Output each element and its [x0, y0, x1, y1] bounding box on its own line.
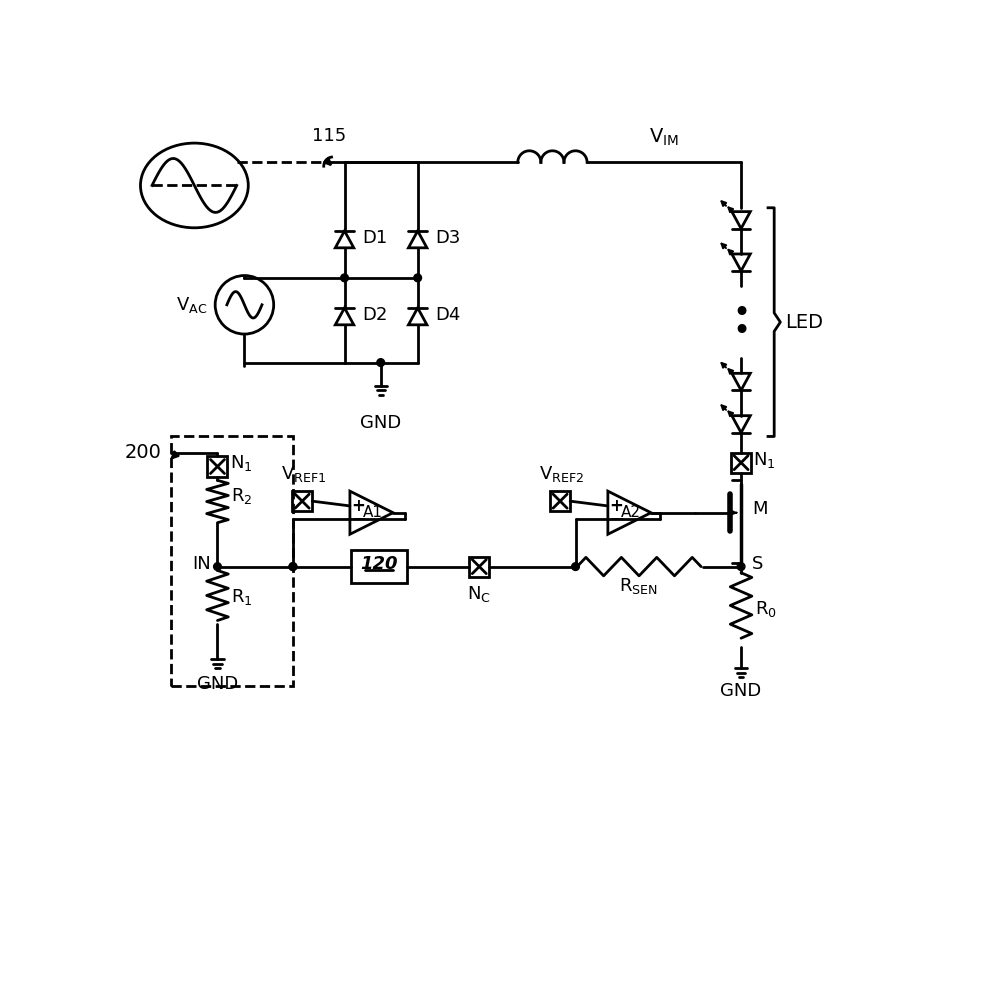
Circle shape	[214, 563, 222, 570]
Text: $\mathrm{R_0}$: $\mathrm{R_0}$	[755, 599, 777, 619]
Text: D2: D2	[362, 306, 387, 324]
Text: •: •	[732, 299, 750, 328]
Polygon shape	[336, 308, 354, 325]
Text: D4: D4	[436, 306, 461, 324]
Bar	[292, 491, 312, 511]
Bar	[550, 491, 570, 511]
Circle shape	[738, 563, 745, 570]
Polygon shape	[408, 308, 427, 325]
Text: M: M	[751, 500, 767, 518]
Text: $\mathrm{V_{IM}}$: $\mathrm{V_{IM}}$	[649, 127, 679, 148]
Text: $\mathrm{N_C}$: $\mathrm{N_C}$	[467, 584, 491, 604]
Text: LED: LED	[785, 313, 823, 332]
Bar	[172, 436, 293, 686]
Text: 115: 115	[312, 127, 346, 145]
Text: IN: IN	[192, 555, 211, 573]
Polygon shape	[408, 231, 427, 248]
Text: A1: A1	[363, 505, 383, 520]
Circle shape	[289, 563, 297, 570]
Text: GND: GND	[197, 675, 238, 693]
Text: •: •	[732, 317, 750, 346]
Circle shape	[289, 563, 297, 570]
Text: $\mathrm{R_2}$: $\mathrm{R_2}$	[232, 486, 253, 506]
Bar	[207, 456, 228, 477]
Text: $\mathrm{V_{REF2}}$: $\mathrm{V_{REF2}}$	[540, 464, 585, 484]
Text: $\mathrm{N_1}$: $\mathrm{N_1}$	[230, 453, 252, 473]
Text: D1: D1	[362, 229, 387, 247]
Text: D3: D3	[436, 229, 461, 247]
Bar	[469, 557, 490, 577]
Circle shape	[414, 274, 422, 282]
Circle shape	[572, 563, 580, 570]
Text: $\mathrm{R_1}$: $\mathrm{R_1}$	[232, 587, 253, 607]
Text: S: S	[751, 555, 763, 573]
Text: −: −	[351, 511, 366, 529]
Circle shape	[340, 274, 348, 282]
Text: 200: 200	[125, 443, 161, 462]
Bar	[731, 453, 751, 473]
Text: GND: GND	[720, 682, 761, 700]
Text: $\mathrm{V_{REF1}}$: $\mathrm{V_{REF1}}$	[281, 464, 327, 484]
Text: 120: 120	[360, 555, 398, 573]
Text: +: +	[351, 497, 366, 515]
Polygon shape	[336, 231, 354, 248]
Text: $\mathrm{V_{AC}}$: $\mathrm{V_{AC}}$	[177, 295, 207, 315]
Text: $\mathrm{R_{SEN}}$: $\mathrm{R_{SEN}}$	[619, 576, 658, 596]
Text: $\mathrm{N_1}$: $\mathrm{N_1}$	[753, 450, 776, 470]
Text: +: +	[609, 497, 624, 515]
Text: GND: GND	[360, 414, 401, 432]
Text: A2: A2	[621, 505, 641, 520]
Circle shape	[377, 359, 385, 366]
Text: −: −	[609, 511, 624, 529]
Bar	[351, 550, 407, 583]
